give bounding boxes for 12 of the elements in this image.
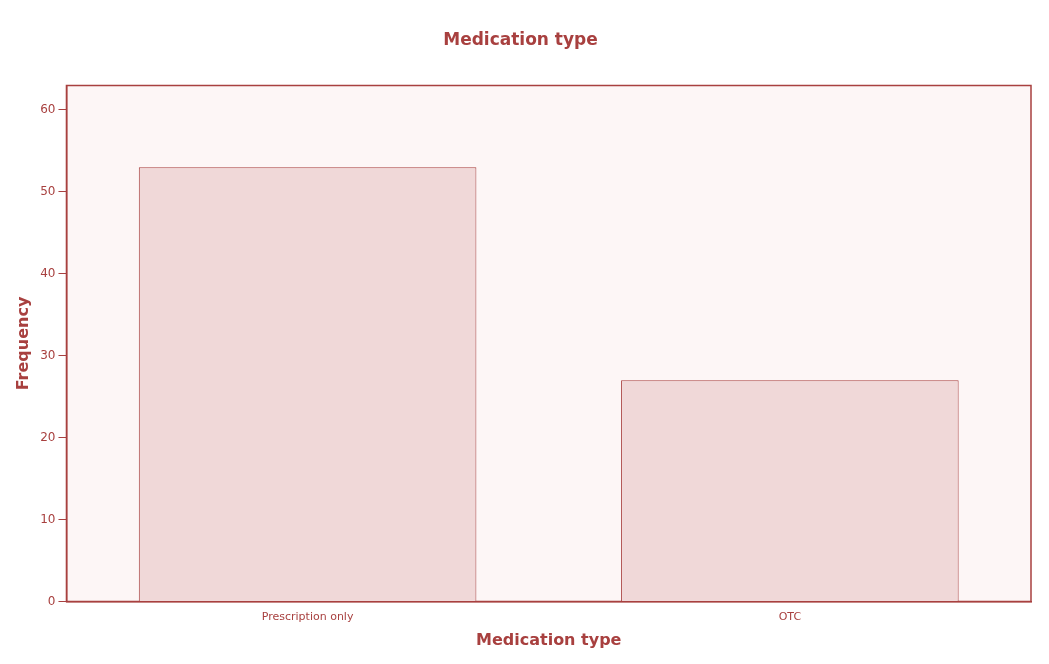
y-tick-label: 30 [40,347,56,362]
x-tick-label: OTC [778,610,802,624]
chart-title: Medication type [443,28,598,49]
y-tick-label: 50 [40,184,56,199]
x-axis-title: Medication type [476,629,622,649]
y-tick-label: 40 [40,265,56,280]
y-tick-label: 20 [40,429,56,444]
y-axis-title: Frequency [12,296,32,391]
y-tick-label: 0 [47,593,56,608]
y-tick-label: 10 [40,511,56,526]
y-tick-label: 60 [40,102,56,117]
x-tick-label: Prescription only [261,610,354,624]
